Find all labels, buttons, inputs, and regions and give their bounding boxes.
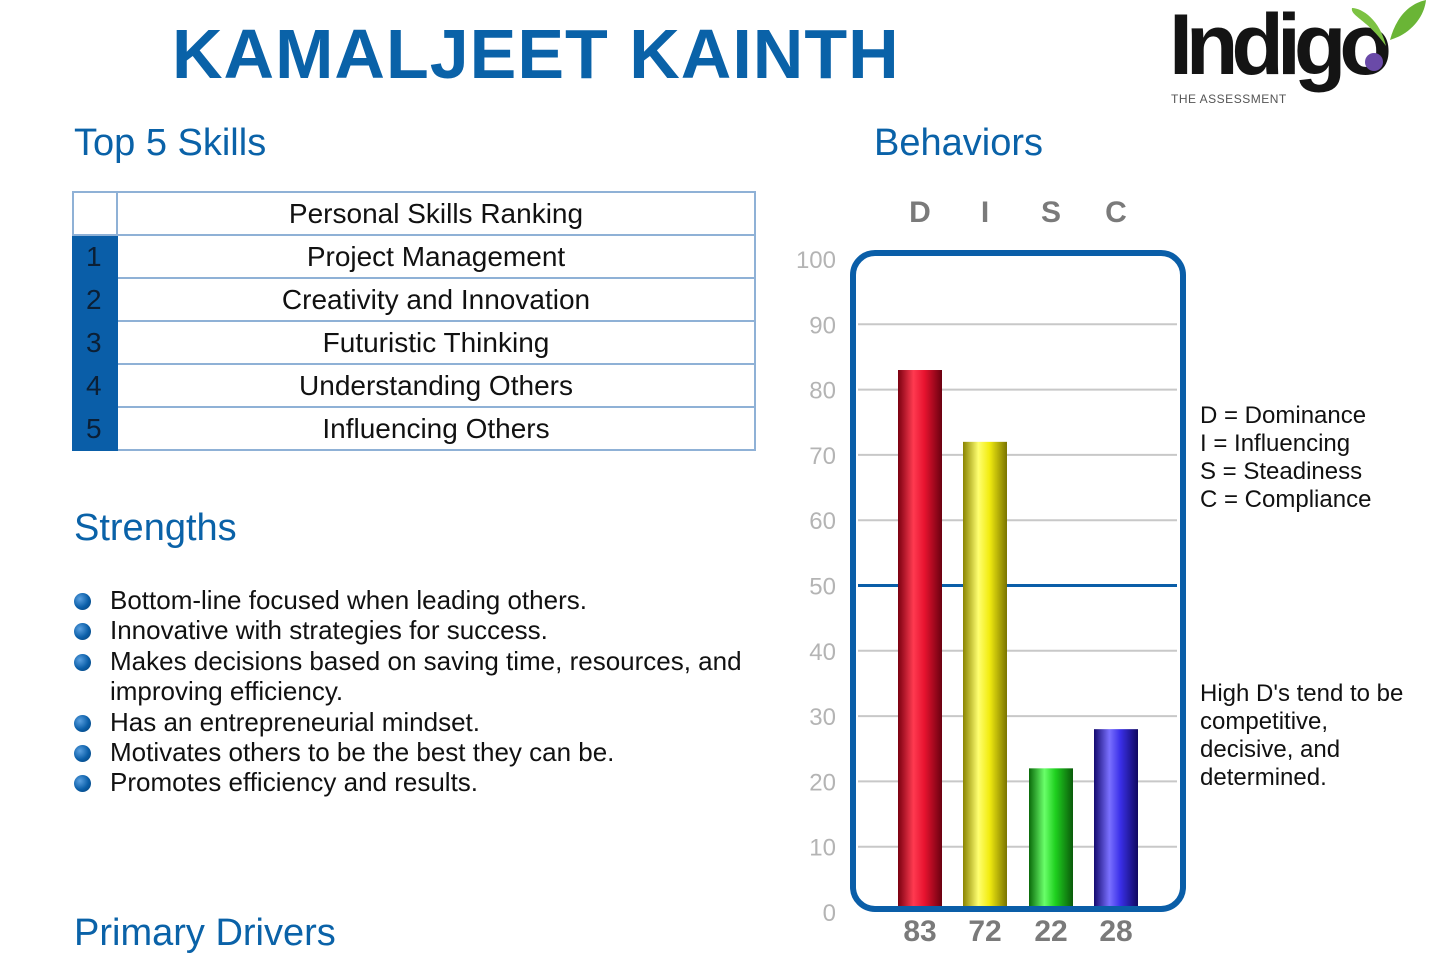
- list-item: Bottom-line focused when leading others.: [72, 585, 792, 615]
- bar-c: [1094, 729, 1138, 912]
- bullet-icon: [74, 775, 91, 793]
- rank-cell: 1: [72, 234, 118, 279]
- category-label: S: [1041, 196, 1061, 229]
- skills-ranking-table: Personal Skills Ranking 1 Project Manage…: [72, 191, 756, 451]
- note-line: High D's tend to be: [1200, 680, 1404, 707]
- y-tick-label: 70: [809, 443, 836, 470]
- category-label: I: [981, 196, 989, 229]
- strength-text: Innovative with strategies for success.: [110, 615, 548, 646]
- table-row: 4 Understanding Others: [72, 363, 756, 408]
- skill-cell: Futuristic Thinking: [116, 320, 756, 365]
- rank-cell: 5: [72, 406, 118, 451]
- bullet-icon: [74, 653, 91, 671]
- note-line: determined.: [1200, 764, 1327, 791]
- bullet-icon: [74, 593, 91, 610]
- chart-frame: [850, 250, 1186, 912]
- y-tick-label: 20: [809, 769, 836, 796]
- skill-cell: Understanding Others: [116, 363, 756, 408]
- bullet-icon: [74, 623, 91, 641]
- table-header-row: Personal Skills Ranking: [72, 191, 756, 236]
- legend-item-i: I = Influencing: [1200, 430, 1351, 457]
- value-label: 72: [968, 915, 1001, 947]
- list-item: Promotes efficiency and results.: [72, 767, 792, 797]
- note-line: competitive,: [1200, 708, 1329, 735]
- bar-i: [963, 441, 1007, 912]
- y-tick-label: 90: [809, 312, 836, 339]
- bar-d: [898, 370, 942, 912]
- strengths-heading: Strengths: [74, 507, 237, 549]
- y-tick-label: 60: [809, 508, 836, 535]
- list-item: Motivates others to be the best they can…: [72, 737, 792, 767]
- table-row: 3 Futuristic Thinking: [72, 320, 756, 365]
- table-header-cell: Personal Skills Ranking: [116, 191, 756, 236]
- value-label: 28: [1099, 915, 1132, 947]
- skill-cell: Creativity and Innovation: [116, 277, 756, 322]
- y-tick-label: 30: [809, 704, 836, 731]
- strength-text: Makes decisions based on saving time, re…: [110, 645, 742, 707]
- disc-legend: D = Dominance I = Influencing S = Steadi…: [1200, 402, 1371, 514]
- y-tick-label: 80: [809, 378, 836, 405]
- note-line: decisive, and: [1200, 736, 1341, 763]
- list-item: Has an entrepreneurial mindset.: [72, 707, 792, 737]
- skill-cell: Influencing Others: [116, 406, 756, 451]
- disc-note: High D's tend to be competitive, decisiv…: [1200, 680, 1403, 792]
- skills-heading: Top 5 Skills: [74, 122, 267, 164]
- category-label: C: [1105, 196, 1127, 229]
- y-tick-label: 10: [809, 835, 836, 862]
- legend-item-c: C = Compliance: [1200, 486, 1372, 513]
- strengths-list: Bottom-line focused when leading others.…: [72, 585, 792, 798]
- bullet-icon: [74, 714, 91, 732]
- strength-text: Bottom-line focused when leading others.: [110, 585, 587, 615]
- leaf-pin-icon: [1351, 0, 1426, 71]
- category-label: D: [909, 196, 931, 229]
- value-label: 22: [1034, 915, 1067, 947]
- legend-item-d: D = Dominance: [1200, 402, 1367, 429]
- logo-subtitle: THE ASSESSMENT: [1171, 92, 1287, 106]
- rank-cell: 3: [72, 320, 118, 365]
- behaviors-heading: Behaviors: [874, 122, 1043, 164]
- strength-text: Motivates others to be the best they can…: [110, 737, 615, 768]
- indigo-logo: Indigo THE ASSESSMENT: [1165, 0, 1426, 125]
- table-corner-cell: [72, 191, 118, 236]
- list-item: Makes decisions based on saving time, re…: [72, 646, 792, 707]
- rank-cell: 4: [72, 363, 118, 408]
- primary-drivers-heading: Primary Drivers: [74, 912, 336, 954]
- y-tick-label: 0: [823, 900, 836, 927]
- bullet-icon: [74, 745, 91, 763]
- table-row: 2 Creativity and Innovation: [72, 277, 756, 322]
- y-tick-label: 50: [809, 574, 836, 601]
- legend-item-s: S = Steadiness: [1200, 458, 1363, 485]
- list-item: Innovative with strategies for success.: [72, 615, 792, 645]
- value-label: 83: [903, 915, 936, 947]
- rank-cell: 2: [72, 277, 118, 322]
- logo-wordmark: Indigo: [1169, 0, 1392, 93]
- skill-cell: Project Management: [116, 234, 756, 279]
- disc-bar-chart: 0 10 20 30 40 50 60 70 80 90 100 D I S C 83 72 22 28: [796, 196, 1186, 947]
- candidate-name: KAMALJEET KAINTH: [172, 15, 900, 93]
- table-row: 1 Project Management: [72, 234, 756, 279]
- y-tick-label: 100: [796, 247, 836, 274]
- y-tick-label: 40: [809, 639, 836, 666]
- strength-text: Promotes efficiency and results.: [110, 767, 479, 798]
- strength-text: Has an entrepreneurial mindset.: [110, 706, 480, 737]
- table-row: 5 Influencing Others: [72, 406, 756, 451]
- bar-s: [1029, 768, 1073, 912]
